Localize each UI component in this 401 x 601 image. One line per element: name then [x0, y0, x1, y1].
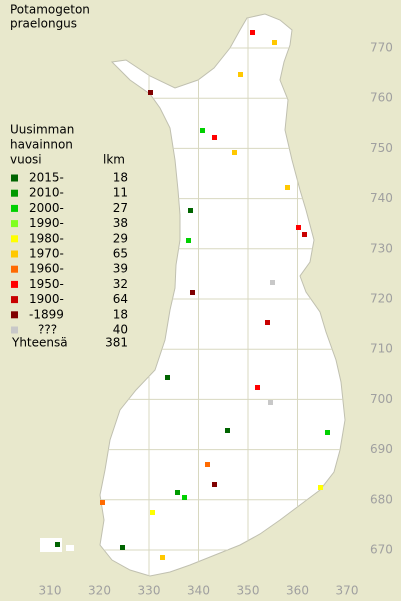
record-squares — [55, 30, 330, 560]
legend-swatch — [11, 265, 18, 273]
legend-swatch — [11, 189, 18, 197]
record-square — [120, 545, 125, 550]
legend-count: 65 — [113, 247, 128, 261]
x-tick-label: 320 — [88, 584, 111, 598]
x-tick-label: 330 — [138, 584, 161, 598]
island — [40, 538, 62, 552]
y-tick-label: 670 — [370, 543, 393, 557]
legend-label: 2000- — [29, 201, 64, 215]
record-square — [325, 430, 330, 435]
legend-label: 1970- — [29, 247, 64, 261]
legend-total-label: Yhteensä — [11, 336, 68, 350]
legend-label: 2015- — [29, 171, 64, 185]
x-tick-label: 310 — [39, 584, 62, 598]
legend-label: 1900- — [29, 292, 64, 306]
y-tick-label: 700 — [370, 392, 393, 406]
legend-heading: havainnon — [10, 138, 73, 152]
record-square — [318, 485, 323, 490]
y-tick-label: 760 — [370, 91, 393, 105]
record-square — [232, 150, 237, 155]
legend-swatch — [11, 220, 18, 228]
y-tick-label: 730 — [370, 241, 393, 255]
title: Potamogeton — [10, 3, 90, 17]
y-tick-label: 720 — [370, 292, 393, 306]
legend-count: 27 — [113, 201, 128, 215]
legend-total: 381 — [105, 336, 128, 350]
legend-label: 1960- — [29, 262, 64, 276]
record-square — [55, 542, 60, 547]
legend-label: ??? — [38, 323, 57, 337]
legend-count: 18 — [113, 307, 128, 321]
record-square — [255, 385, 260, 390]
y-tick-label: 680 — [370, 492, 393, 506]
x-tick-label: 350 — [237, 584, 260, 598]
title: praelongus — [10, 17, 77, 31]
legend-swatch — [11, 204, 18, 212]
legend-swatch — [11, 235, 18, 243]
x-tick-label: 360 — [286, 584, 309, 598]
legend-heading: Uusimman — [10, 123, 74, 137]
record-square — [188, 208, 193, 213]
legend-count: 38 — [113, 216, 128, 230]
legend-count: 64 — [113, 292, 128, 306]
y-tick-label: 710 — [370, 342, 393, 356]
record-square — [148, 90, 153, 95]
legend-label: -1899 — [29, 307, 64, 321]
record-square — [212, 135, 217, 140]
x-tick-label: 340 — [187, 584, 210, 598]
x-tick-label: 370 — [336, 584, 359, 598]
legend-count-heading: lkm — [103, 153, 125, 167]
record-square — [175, 490, 180, 495]
record-square — [205, 462, 210, 467]
legend-count: 32 — [113, 277, 128, 291]
legend-swatch — [11, 296, 18, 304]
record-square — [270, 280, 275, 285]
record-square — [268, 400, 273, 405]
aland — [40, 538, 74, 552]
legend-label: 1980- — [29, 231, 64, 245]
legend-count: 29 — [113, 231, 128, 245]
legend-count: 11 — [113, 186, 128, 200]
record-square — [165, 375, 170, 380]
record-square — [250, 30, 255, 35]
record-square — [150, 510, 155, 515]
record-square — [186, 238, 191, 243]
y-tick-label: 690 — [370, 442, 393, 456]
record-square — [190, 290, 195, 295]
record-square — [272, 40, 277, 45]
island — [66, 545, 74, 551]
axes: 310 320 330 340 350 360 370 670 680 690 700 710 720 7… — [39, 41, 393, 598]
record-square — [160, 555, 165, 560]
legend-swatch — [11, 311, 18, 319]
record-square — [100, 500, 105, 505]
y-tick-label: 750 — [370, 141, 393, 155]
record-square — [182, 495, 187, 500]
y-tick-label: 740 — [370, 191, 393, 205]
record-square — [302, 232, 307, 237]
record-square — [265, 320, 270, 325]
finland-outline — [99, 13, 346, 577]
legend-count: 18 — [113, 171, 128, 185]
record-square — [200, 128, 205, 133]
legend-label: 1990- — [29, 216, 64, 230]
legend-count: 40 — [113, 323, 128, 337]
y-tick-label: 770 — [370, 41, 393, 55]
record-square — [212, 482, 217, 487]
record-square — [238, 72, 243, 77]
record-square — [296, 225, 301, 230]
legend-label: 2010- — [29, 186, 64, 200]
legend-label: 1950- — [29, 277, 64, 291]
legend-count: 39 — [113, 262, 128, 276]
legend-heading: vuosi — [10, 153, 42, 167]
record-square — [225, 428, 230, 433]
legend-swatch — [11, 250, 18, 258]
record-square — [285, 185, 290, 190]
legend-swatch — [11, 174, 18, 182]
legend-swatch — [11, 326, 18, 334]
legend-swatch — [11, 280, 18, 288]
